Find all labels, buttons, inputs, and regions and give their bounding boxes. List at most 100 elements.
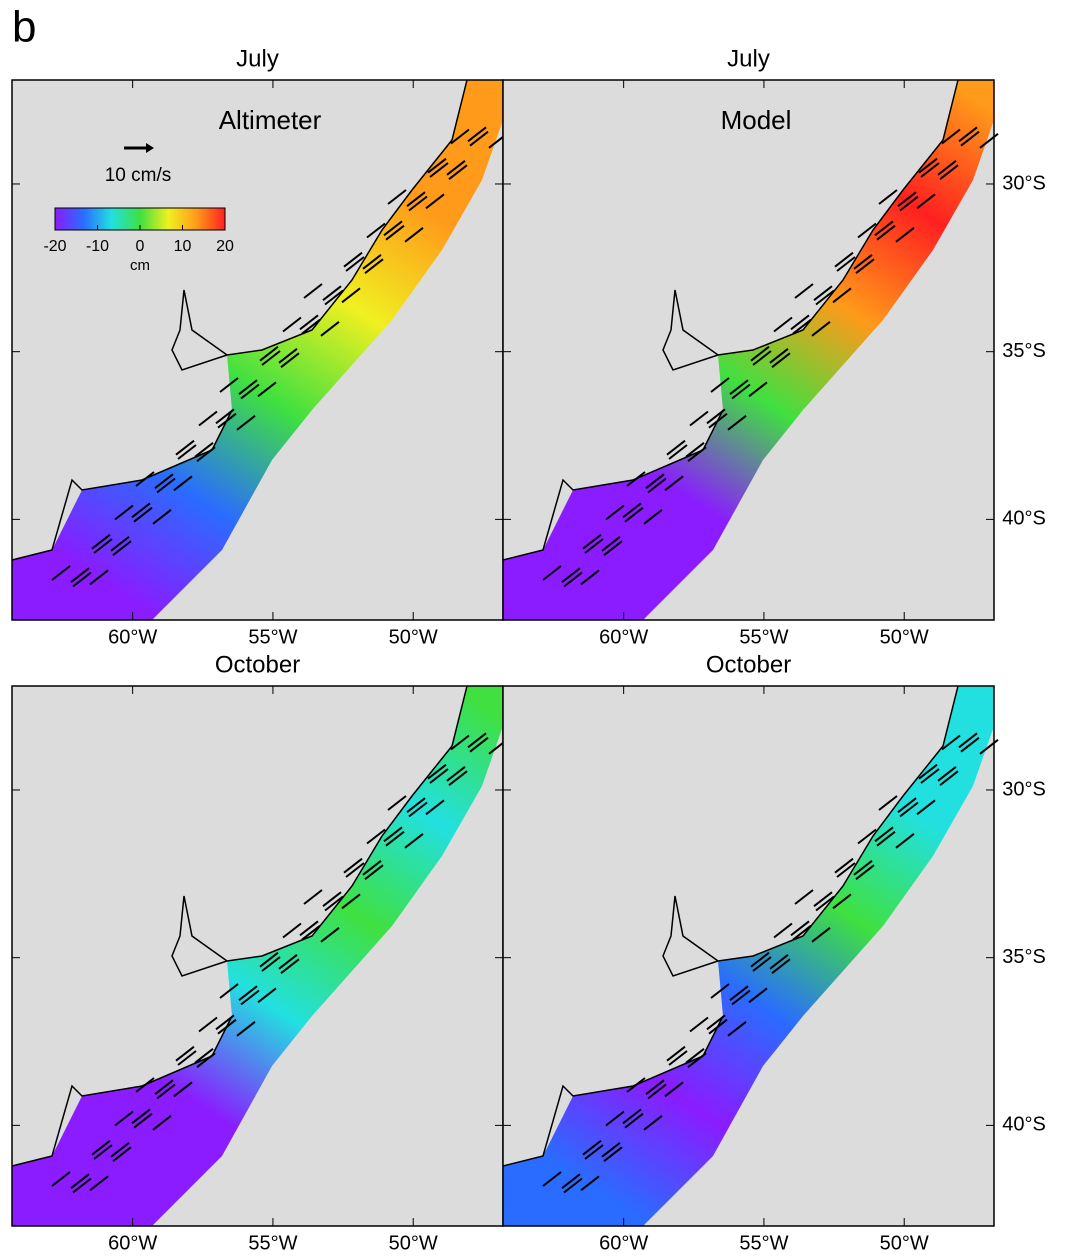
current-arrow <box>261 350 281 366</box>
current-arrow <box>259 345 279 362</box>
current-arrow <box>404 227 424 243</box>
current-arrow <box>450 734 470 751</box>
current-arrow <box>836 862 856 878</box>
panel-frame <box>502 685 995 1227</box>
current-arrow <box>364 258 384 274</box>
current-arrow <box>114 504 134 521</box>
y-tick-label: 40°S <box>1002 508 1046 530</box>
current-arrow <box>282 316 302 333</box>
panel-title: July <box>236 45 279 72</box>
current-arrow <box>622 1108 642 1125</box>
current-arrow <box>794 889 814 905</box>
current-arrow <box>729 379 749 395</box>
current-arrow <box>219 983 239 999</box>
map-panel: 60°W 55°W 50°W 30°S 35°S 40°S October <box>502 651 1046 1254</box>
current-arrow <box>198 410 218 427</box>
current-arrow <box>152 509 172 525</box>
current-arrow <box>196 1052 216 1068</box>
current-arrow <box>899 801 919 818</box>
current-arrow <box>874 220 894 237</box>
current-arrow <box>238 379 258 395</box>
current-arrow <box>605 1110 625 1127</box>
current-arrow <box>666 439 686 456</box>
map-panel: 60°W 55°W 50°W 30°S 35°S 40°S July Model <box>502 45 1046 648</box>
current-arrow <box>916 799 936 816</box>
current-arrow <box>794 283 814 299</box>
current-arrow <box>584 1144 604 1160</box>
current-arrow <box>383 826 403 843</box>
current-arrow <box>855 864 875 880</box>
current-arrow <box>937 766 957 782</box>
panel-title: October <box>215 651 300 678</box>
current-arrow <box>177 444 197 460</box>
current-arrow <box>429 768 449 784</box>
current-arrow <box>427 157 447 174</box>
current-arrow <box>790 920 810 937</box>
current-arrow <box>958 126 978 143</box>
current-arrow <box>710 983 730 999</box>
current-arrow <box>259 951 279 968</box>
current-arrow <box>834 251 854 268</box>
current-arrow <box>857 222 877 239</box>
current-arrow <box>643 1115 663 1131</box>
y-tick-label: 35°S <box>1002 946 1046 968</box>
colorbar-tick-label: 20 <box>216 238 234 255</box>
current-arrow <box>366 828 386 845</box>
panel-source: Model <box>721 105 792 135</box>
current-arrow <box>582 533 602 550</box>
current-arrow <box>643 509 663 525</box>
current-arrow <box>343 251 363 268</box>
current-arrow <box>425 193 445 210</box>
current-arrow <box>939 770 959 786</box>
current-arrow <box>685 1048 705 1064</box>
current-arrow <box>624 506 644 523</box>
y-tick-label: 30°S <box>1002 172 1046 194</box>
current-arrow <box>91 533 111 550</box>
current-arrow <box>156 1083 176 1100</box>
current-arrow <box>154 473 174 489</box>
current-arrow <box>601 536 621 552</box>
current-arrow <box>878 795 898 811</box>
shelf-field <box>12 80 503 620</box>
current-arrow <box>89 569 109 586</box>
x-tick-label: 50°W <box>880 1232 929 1254</box>
current-arrow <box>731 383 751 400</box>
colorbar-tick-label: 0 <box>136 238 145 255</box>
current-arrow <box>645 1079 665 1095</box>
current-arrow <box>72 571 92 588</box>
current-arrow <box>362 860 382 876</box>
current-arrow <box>135 471 155 487</box>
current-arrow <box>240 989 260 1006</box>
current-arrow <box>687 446 707 462</box>
current-arrow <box>217 412 237 429</box>
current-arrow <box>834 857 854 874</box>
current-arrow <box>362 254 382 270</box>
current-arrow <box>446 766 466 782</box>
x-tick-label: 60°W <box>108 1232 157 1254</box>
current-arrow <box>855 258 875 274</box>
shelf-field <box>12 686 503 1226</box>
current-arrow <box>429 162 449 178</box>
current-arrow <box>385 830 405 847</box>
current-arrow <box>217 1018 237 1035</box>
x-tick-label: 50°W <box>389 626 438 648</box>
current-arrow <box>469 736 489 753</box>
current-arrow <box>364 864 384 880</box>
current-arrow <box>563 1177 583 1194</box>
current-arrow <box>238 985 258 1001</box>
current-arrow <box>51 1171 71 1187</box>
current-arrow <box>706 1014 726 1031</box>
x-tick-label: 60°W <box>599 626 648 648</box>
current-arrow <box>773 316 793 333</box>
current-arrow <box>918 763 938 780</box>
current-arrow <box>320 321 340 337</box>
current-arrow <box>811 927 831 943</box>
current-arrow <box>920 768 940 784</box>
current-arrow <box>727 1021 747 1037</box>
current-arrow <box>299 920 319 937</box>
current-arrow <box>280 352 300 368</box>
current-arrow <box>916 193 936 210</box>
current-arrow <box>467 126 487 143</box>
current-arrow <box>580 569 600 586</box>
current-arrow <box>131 1108 151 1125</box>
